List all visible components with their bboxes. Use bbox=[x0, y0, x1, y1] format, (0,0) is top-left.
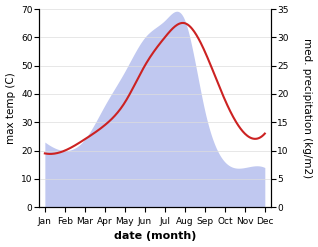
X-axis label: date (month): date (month) bbox=[114, 231, 196, 242]
Y-axis label: med. precipitation (kg/m2): med. precipitation (kg/m2) bbox=[302, 38, 313, 178]
Y-axis label: max temp (C): max temp (C) bbox=[5, 72, 16, 144]
